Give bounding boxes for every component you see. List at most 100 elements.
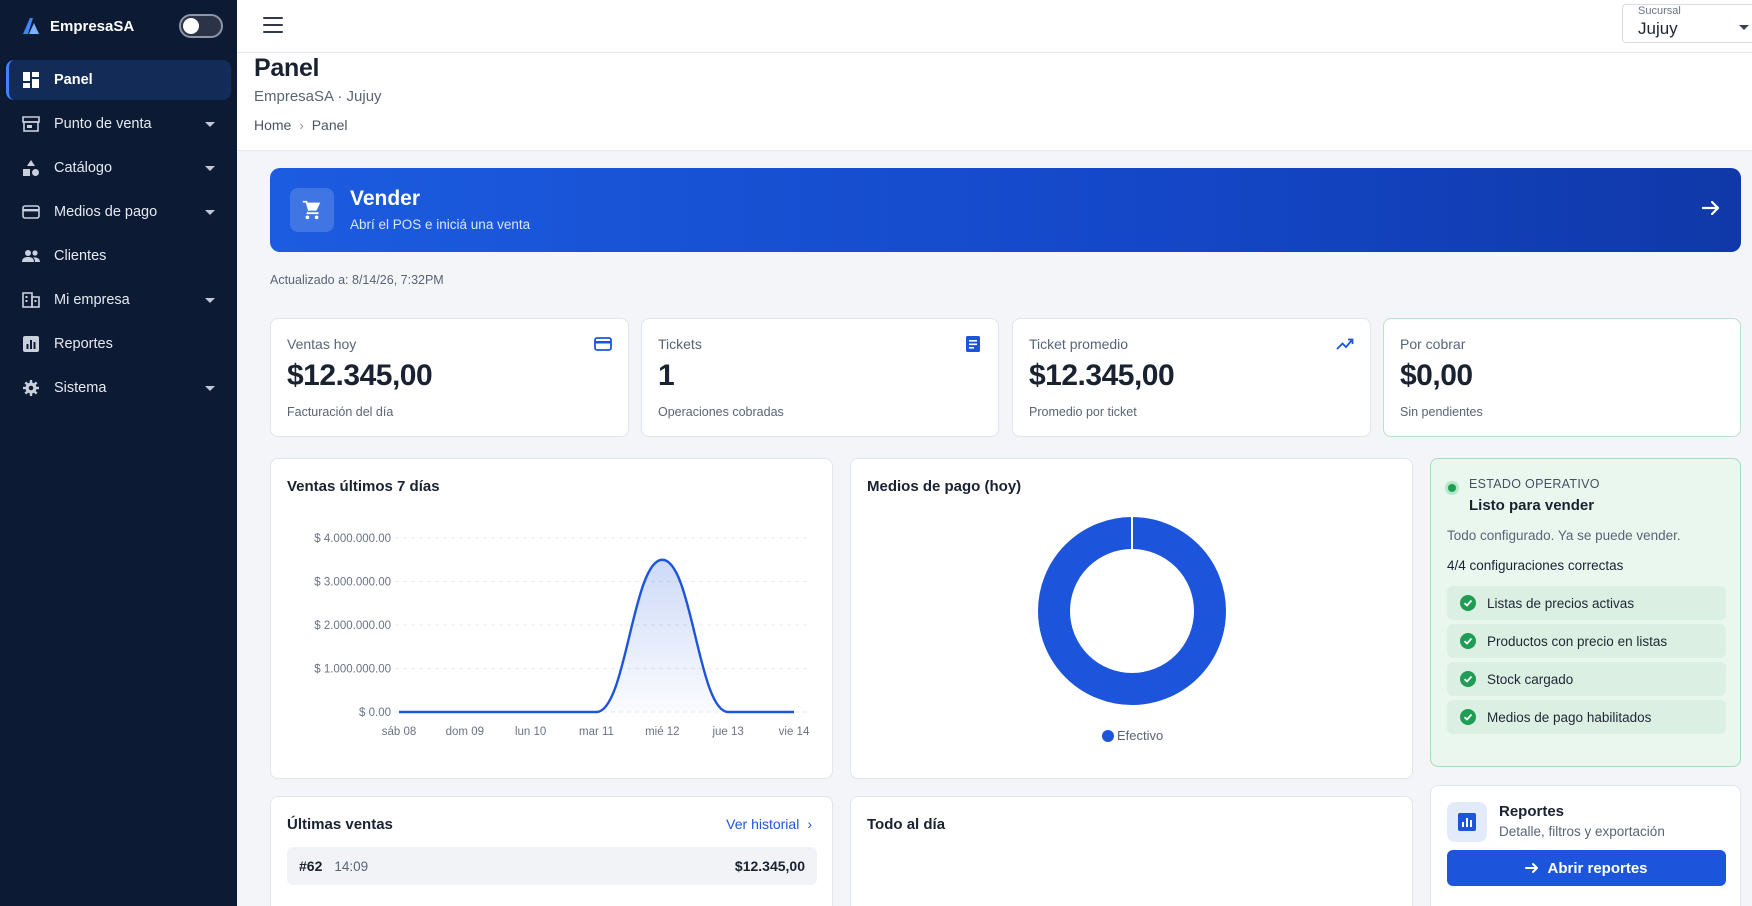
status-check-item: Listas de precios activas <box>1447 586 1726 620</box>
chevron-down-icon <box>205 121 215 127</box>
page-subtitle: EmpresaSA · Jujuy <box>254 88 382 105</box>
payments-chart-card: Medios de pago (hoy) Efectivo <box>850 458 1413 779</box>
open-reports-label: Abrir reportes <box>1547 859 1648 877</box>
sidebar-item-panel[interactable]: Panel <box>6 60 231 100</box>
sidebar-item-clientes[interactable]: Clientes <box>6 236 231 276</box>
kpi-label: Ticket promedio <box>1029 336 1129 352</box>
sidebar-item-reportes[interactable]: Reportes <box>6 324 231 364</box>
x-tick-label: lun 10 <box>515 726 546 738</box>
legend-label: Efectivo <box>1117 728 1163 743</box>
status-dot-icon <box>1445 481 1459 495</box>
status-check-item: Stock cargado <box>1447 662 1726 696</box>
vender-title: Vender <box>350 187 421 210</box>
chevron-down-icon <box>205 209 215 215</box>
kpi-sub: Operaciones cobradas <box>658 405 784 419</box>
sidebar-item-sistema[interactable]: Sistema <box>6 368 231 408</box>
sidebar-item-catalogo[interactable]: Catálogo <box>6 148 231 188</box>
sidebar-item-label: Punto de venta <box>54 116 152 132</box>
sidebar-item-medios-de-pago[interactable]: Medios de pago <box>6 192 231 232</box>
dashboard-icon <box>22 71 40 89</box>
sidebar-item-label: Clientes <box>54 248 107 264</box>
todo-title: Todo al día <box>867 816 946 833</box>
ver-historial-link[interactable]: Ver historial › <box>726 816 812 832</box>
y-tick-label: $ 3.000.000.00 <box>314 577 391 589</box>
check-circle-icon <box>1460 595 1476 611</box>
vender-subtitle: Abrí el POS e iniciá una venta <box>350 217 531 232</box>
payments-chart-title: Medios de pago (hoy) <box>867 478 1022 495</box>
y-tick-label: $ 1.000.000.00 <box>314 664 391 676</box>
sidebar-item-label: Reportes <box>54 336 113 352</box>
kpi-sub: Promedio por ticket <box>1029 405 1137 419</box>
brand: EmpresaSA <box>0 0 237 52</box>
kpi-value: $12.345,00 <box>287 359 433 392</box>
sidebar: EmpresaSA Panel Punto de venta Catálogo Med… <box>0 0 237 906</box>
arrow-right-icon <box>1525 863 1539 873</box>
y-tick-label: $ 4.000.000.00 <box>314 533 391 545</box>
vender-banner[interactable]: Vender Abrí el POS e iniciá una venta <box>270 168 1741 252</box>
table-row[interactable]: #62 14:09 $12.345,00 <box>287 847 817 885</box>
breadcrumb-current: Panel <box>311 117 348 133</box>
cart-icon <box>290 188 334 232</box>
legend-marker <box>1102 730 1114 742</box>
store-icon <box>22 115 40 133</box>
sidebar-item-punto-de-venta[interactable]: Punto de venta <box>6 104 231 144</box>
sidebar-item-label: Mi empresa <box>54 292 130 308</box>
chevron-right-icon: › <box>299 117 304 133</box>
sucursal-value: Jujuy <box>1638 19 1678 38</box>
topbar: Sucursal Jujuy <box>237 0 1752 53</box>
last-sales-title: Últimas ventas <box>287 816 393 833</box>
trending-up-icon <box>1336 338 1354 350</box>
status-title: Listo para vender <box>1469 497 1595 514</box>
status-check-label: Productos con precio en listas <box>1487 633 1668 649</box>
sales-line <box>399 558 794 714</box>
status-check-label: Stock cargado <box>1487 671 1574 687</box>
kpi-card-tickets: Tickets 1 Operaciones cobradas <box>641 318 999 437</box>
check-circle-icon <box>1460 633 1476 649</box>
menu-icon[interactable] <box>263 17 283 33</box>
x-tick-label: sáb 08 <box>382 726 417 738</box>
kpi-sub: Facturación del día <box>287 405 394 419</box>
status-panel: ESTADO OPERATIVO Listo para vender Todo … <box>1430 458 1741 767</box>
sale-time: 14:09 <box>334 858 369 874</box>
check-circle-icon <box>1460 709 1476 725</box>
report-icon <box>22 335 40 353</box>
receipt-icon <box>966 336 980 352</box>
todo-card: Todo al día <box>850 796 1413 906</box>
people-icon <box>22 247 40 265</box>
reports-card: Reportes Detalle, filtros y exportación … <box>1430 785 1741 906</box>
sidebar-nav: Panel Punto de venta Catálogo Medios de pag… <box>0 60 237 408</box>
breadcrumb-home[interactable]: Home <box>254 117 292 133</box>
x-tick-label: mié 12 <box>645 726 680 738</box>
sidebar-item-label: Panel <box>54 72 93 88</box>
building-icon <box>22 291 40 309</box>
sales-chart-card: Ventas últimos 7 días $ 0.00 $ 1.000.000.… <box>270 458 833 779</box>
x-tick-label: dom 09 <box>446 726 484 738</box>
kpi-card-ventas: Ventas hoy $12.345,00 Facturación del dí… <box>270 318 629 437</box>
x-tick-label: mar 11 <box>579 726 614 738</box>
credit-card-icon <box>594 337 612 351</box>
shapes-icon <box>22 159 40 177</box>
updated-timestamp: Actualizado a: 8/14/26, 7:32PM <box>270 273 444 287</box>
page-header: Panel EmpresaSA · Jujuy Home › Panel <box>237 53 1752 151</box>
sidebar-item-mi-empresa[interactable]: Mi empresa <box>6 280 231 320</box>
sidebar-item-label: Catálogo <box>54 160 113 176</box>
status-check-item: Productos con precio en listas <box>1447 624 1726 658</box>
breadcrumb: Home › Panel <box>254 117 348 133</box>
theme-toggle[interactable] <box>179 14 223 38</box>
sale-id: #62 <box>299 858 323 874</box>
kpi-label: Ventas hoy <box>287 336 357 352</box>
x-tick-label: vie 14 <box>779 726 810 738</box>
open-reports-button[interactable]: Abrir reportes <box>1447 850 1726 886</box>
last-sales-card: Últimas ventas Ver historial › #62 14:09… <box>270 796 833 906</box>
brand-name: EmpresaSA <box>50 17 135 35</box>
reports-subtitle: Detalle, filtros y exportación <box>1499 824 1665 839</box>
status-desc: Todo configurado. Ya se puede vender. <box>1447 528 1681 543</box>
kpi-card-por-cobrar: Por cobrar $0,00 Sin pendientes <box>1383 318 1741 437</box>
status-check-label: Listas de precios activas <box>1487 595 1635 611</box>
x-tick-label: jue 13 <box>711 726 743 738</box>
page-title: Panel <box>254 54 320 82</box>
reports-title: Reportes <box>1499 803 1565 820</box>
sale-amount: $12.345,00 <box>734 858 805 874</box>
sucursal-select[interactable]: Sucursal Jujuy <box>1622 4 1752 43</box>
chevron-down-icon <box>1739 25 1749 30</box>
